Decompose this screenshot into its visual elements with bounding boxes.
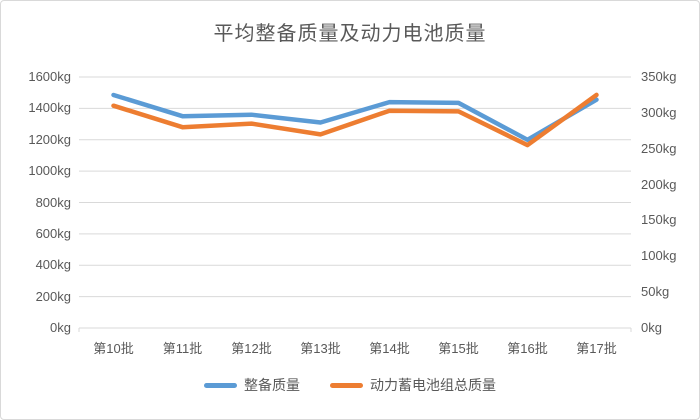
right-axis-tick-label: 150kg [641,212,677,228]
left-axis-tick-label: 200kg [35,288,71,304]
x-axis-category-label: 第12批 [231,341,272,356]
right-axis-tick-label: 100kg [641,248,677,264]
legend-item: 整备质量 [204,375,300,395]
x-axis-category-label: 第13批 [300,341,341,356]
right-axis-tick-label: 200kg [641,176,677,192]
x-axis-category-label: 第14批 [369,341,410,356]
legend-line-swatch [330,382,363,388]
chart-title: 平均整备质量及动力电池质量 [213,23,487,45]
left-axis-tick-label: 0kg [50,320,71,335]
left-axis-tick-label: 1200kg [28,131,71,147]
left-axis-tick-label: 1600kg [28,69,71,84]
legend-label: 动力蓄电池组总质量 [370,377,496,393]
series-line-left [111,92,599,143]
legend-label: 整备质量 [244,377,300,393]
x-axis-category-label: 第10批 [93,341,134,356]
legend: 整备质量 动力蓄电池组总质量 [1,375,699,395]
right-axis-tick-label: 350kg [641,69,677,84]
x-axis-category-label: 第11批 [162,341,203,356]
x-axis-category-label: 第16批 [507,341,548,356]
x-axis-category-label: 第15批 [438,341,479,356]
series-line-right [111,92,599,148]
left-axis-tick-label: 400kg [35,257,71,273]
left-axis-tick-label: 1400kg [28,100,71,116]
left-axis-tick-label: 1000kg [28,163,71,179]
left-axis-tick-label: 600kg [35,225,71,241]
x-axis-category-label: 第17批 [576,341,617,356]
right-axis-tick-label: 250kg [641,140,677,156]
right-axis-tick-label: 0kg [641,320,662,335]
legend-item: 动力蓄电池组总质量 [330,375,496,395]
right-axis-tick-label: 300kg [641,104,677,120]
left-axis-tick-label: 800kg [35,194,71,210]
legend-line-swatch [204,382,237,388]
right-axis-tick-label: 50kg [641,284,670,300]
